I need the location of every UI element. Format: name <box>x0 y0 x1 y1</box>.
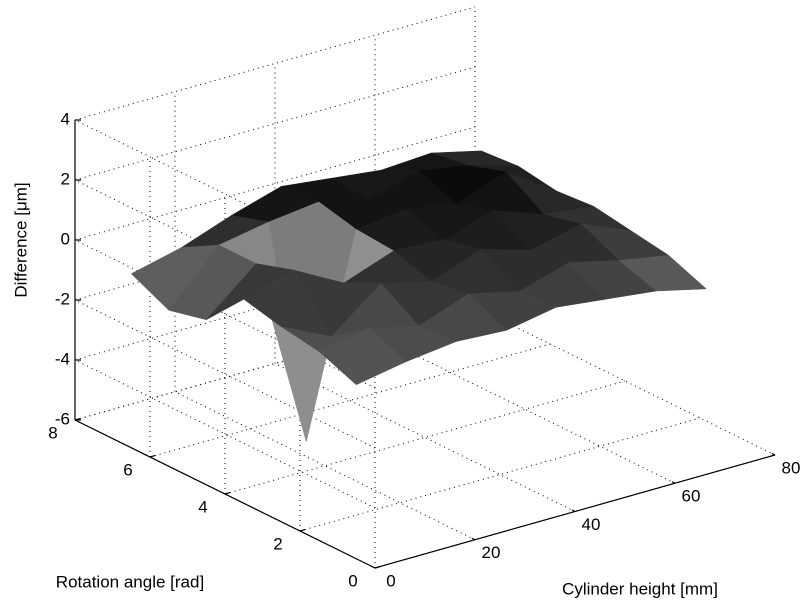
y-tick-label: 2 <box>273 534 282 553</box>
z-tick-label: 2 <box>61 169 70 188</box>
x-tick-label: 20 <box>482 543 501 562</box>
y-tick <box>224 492 231 495</box>
x-tick-label: 80 <box>782 458 801 477</box>
z-tick-label: 0 <box>61 229 70 248</box>
x-tick <box>771 452 776 456</box>
y-tick <box>299 529 306 532</box>
x-tick <box>471 537 476 541</box>
grid-line <box>74 299 376 449</box>
x-tick-label: 0 <box>386 571 395 590</box>
y-tick <box>374 566 381 569</box>
x-tick-label: 60 <box>682 487 701 506</box>
y-tick-label: 0 <box>348 571 357 590</box>
z-tick-label: -4 <box>55 349 70 368</box>
x-tick-label: 40 <box>582 515 601 534</box>
grid-line <box>74 359 376 509</box>
x-tick <box>571 509 576 513</box>
grid-line <box>299 417 701 532</box>
surface-patch <box>318 327 407 386</box>
grid-line <box>474 306 776 456</box>
x-axis-label: Cylinder height [mm] <box>562 579 718 598</box>
z-tick-label: -2 <box>55 289 70 308</box>
grid-line <box>274 363 576 512</box>
x-tick <box>371 565 376 569</box>
y-tick-label: 4 <box>198 497 207 516</box>
y-tick-label: 6 <box>123 460 132 479</box>
grid-line <box>374 334 676 484</box>
grid-line <box>174 391 476 541</box>
y-axis-label: Rotation angle [rad] <box>56 572 204 591</box>
y-tick <box>149 455 156 458</box>
x-tick <box>671 481 676 484</box>
z-tick-label: -6 <box>55 409 70 428</box>
grid-line <box>224 380 626 495</box>
z-tick-label: 4 <box>61 109 70 128</box>
y-tick-label: 8 <box>48 423 57 442</box>
z-axis-label: Difference [μm] <box>11 182 30 297</box>
